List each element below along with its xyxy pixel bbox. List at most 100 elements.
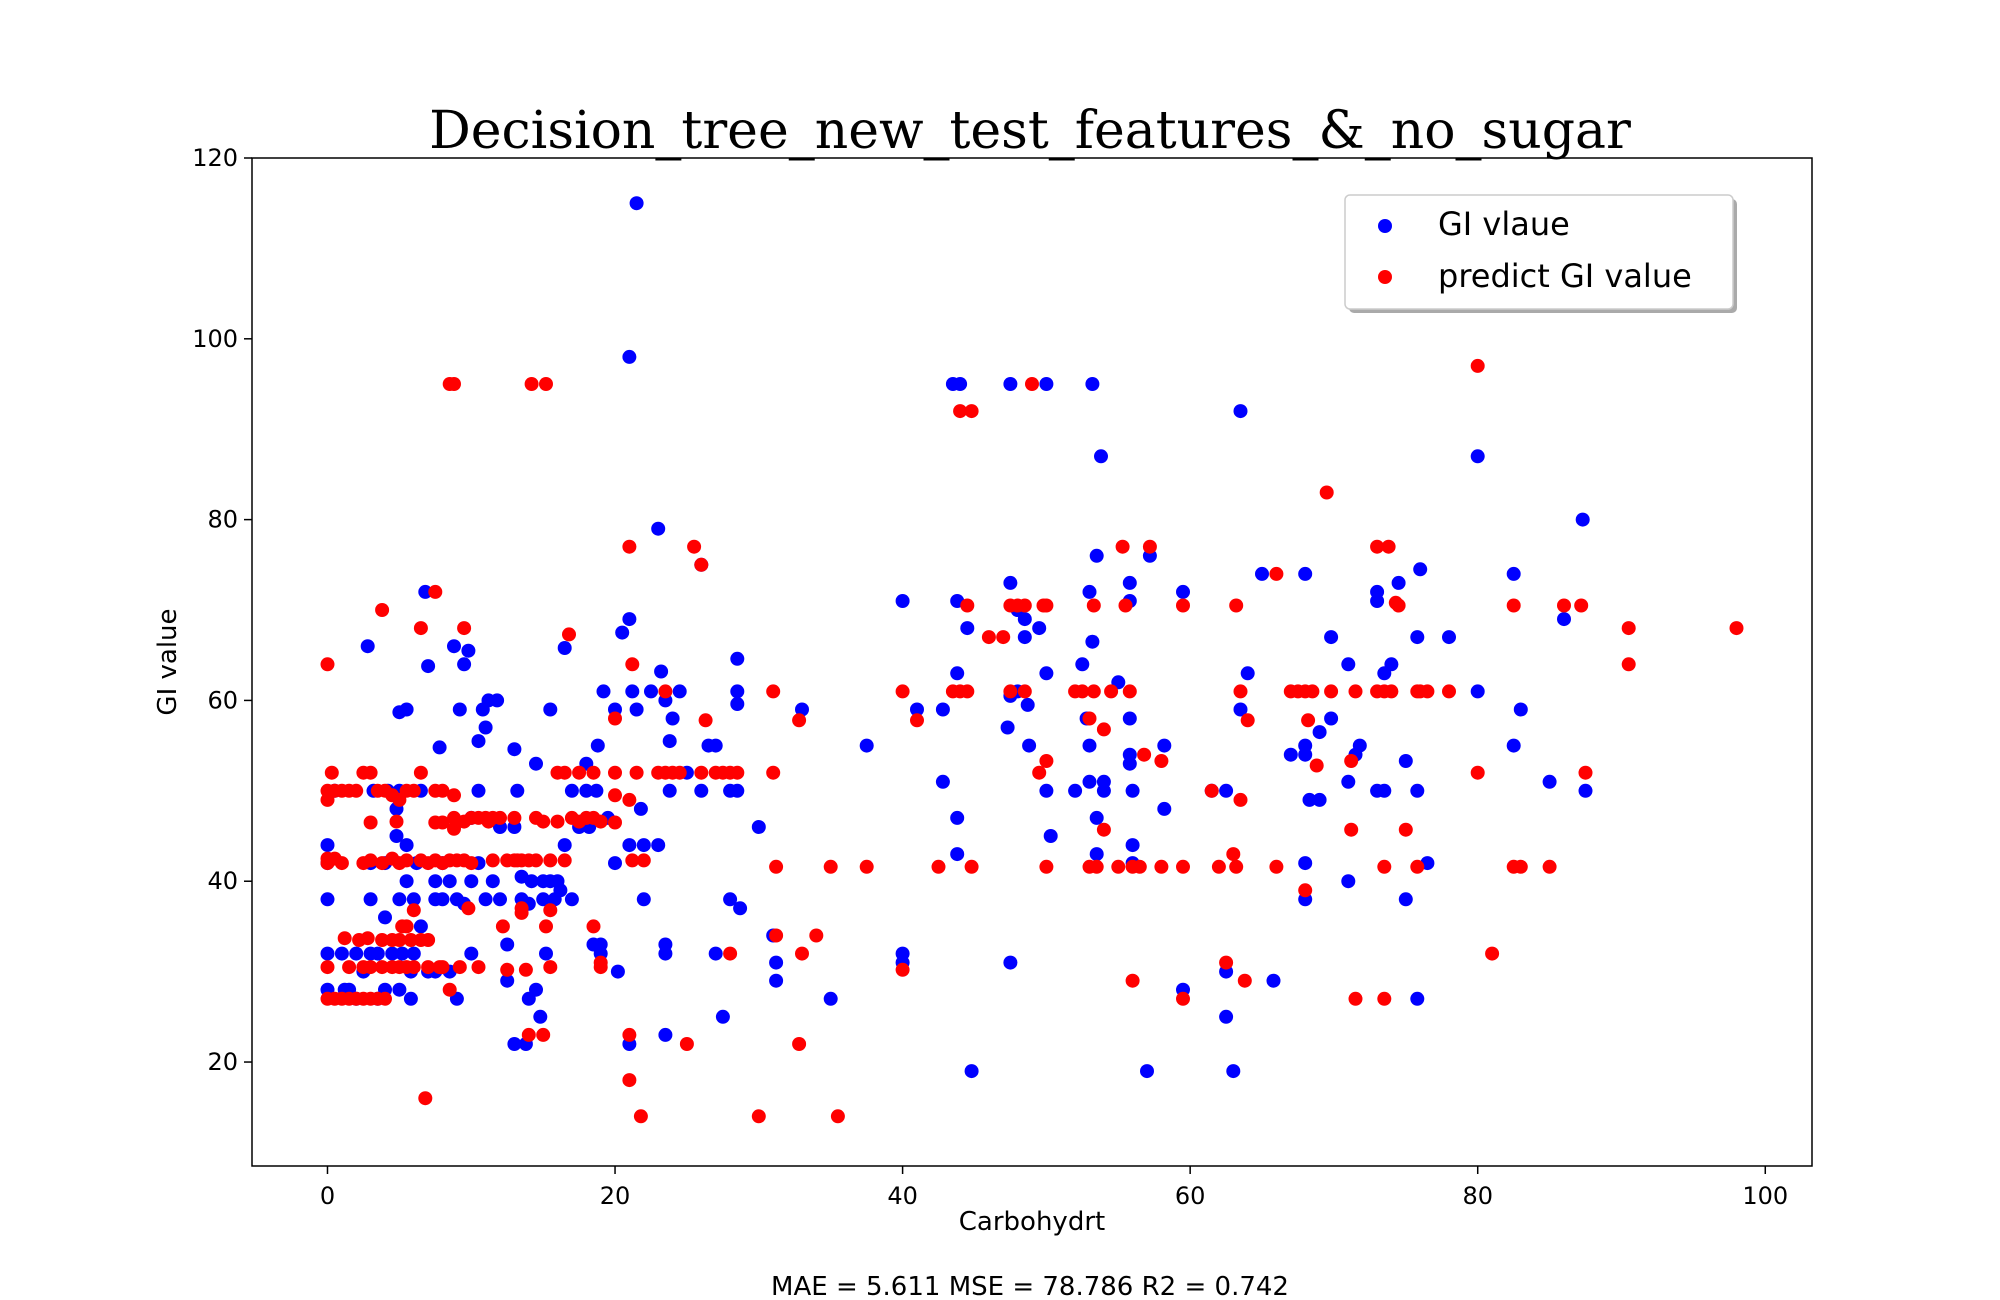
data-point xyxy=(1348,991,1363,1006)
data-point xyxy=(950,847,965,862)
data-point xyxy=(769,859,784,874)
data-point xyxy=(557,838,572,853)
data-point xyxy=(1122,575,1137,590)
data-point xyxy=(895,594,910,608)
data-point xyxy=(413,919,428,934)
data-point xyxy=(1237,973,1252,988)
legend-label-predict-gi-value: predict GI value xyxy=(1438,257,1692,295)
data-point xyxy=(593,814,608,829)
data-point xyxy=(1442,684,1456,699)
data-point xyxy=(625,684,640,699)
data-point xyxy=(1506,566,1521,581)
data-point xyxy=(1022,738,1037,753)
data-point xyxy=(435,960,450,975)
data-point xyxy=(539,919,553,934)
data-point xyxy=(1115,539,1130,554)
data-point xyxy=(672,684,687,699)
data-point xyxy=(435,815,450,830)
data-point xyxy=(421,659,436,674)
data-point xyxy=(1344,822,1359,837)
data-point xyxy=(461,643,476,658)
data-point xyxy=(428,874,443,889)
legend: GI vlaue predict GI value xyxy=(1344,194,1737,313)
data-point xyxy=(1470,358,1485,373)
data-point xyxy=(622,838,637,853)
data-point xyxy=(1542,859,1557,874)
data-point xyxy=(1003,955,1018,970)
data-point xyxy=(478,720,493,735)
data-point xyxy=(413,765,428,780)
data-point xyxy=(730,684,745,699)
data-point xyxy=(629,702,644,717)
data-point xyxy=(593,937,608,952)
data-point xyxy=(658,684,673,699)
data-point xyxy=(1398,822,1413,837)
data-point xyxy=(399,874,414,889)
data-point xyxy=(1398,754,1413,768)
data-point xyxy=(1384,684,1399,699)
data-point xyxy=(622,539,637,554)
data-point xyxy=(392,982,407,997)
metrics-caption: MAE = 5.611 MSE = 78.786 R2 = 0.742 xyxy=(771,1272,1289,1300)
data-point xyxy=(679,1037,694,1051)
data-point xyxy=(447,639,461,654)
data-point xyxy=(1020,697,1035,712)
data-point xyxy=(1621,657,1636,672)
data-point xyxy=(1324,711,1339,726)
data-point xyxy=(392,892,407,907)
data-point xyxy=(608,711,622,726)
data-point xyxy=(490,693,505,708)
data-point xyxy=(730,783,745,798)
data-point xyxy=(622,1073,637,1088)
data-point xyxy=(529,853,543,868)
data-point xyxy=(1017,630,1032,645)
data-point xyxy=(1125,783,1140,798)
x-tick-label: 80 xyxy=(1462,1182,1493,1210)
data-point xyxy=(665,711,680,726)
data-point xyxy=(931,859,946,874)
data-point xyxy=(395,946,410,961)
data-point xyxy=(421,933,436,947)
data-point xyxy=(370,946,385,961)
data-point xyxy=(536,892,551,907)
data-point xyxy=(964,404,979,419)
data-point xyxy=(1219,1009,1234,1024)
data-point xyxy=(1025,377,1039,391)
data-point xyxy=(1302,792,1317,807)
data-point xyxy=(895,684,910,699)
data-point xyxy=(1578,765,1593,780)
data-point xyxy=(418,1091,433,1106)
data-point xyxy=(1075,657,1090,672)
data-point xyxy=(1039,377,1054,391)
data-point xyxy=(1485,946,1500,961)
data-point xyxy=(461,901,476,916)
data-point xyxy=(1352,738,1367,753)
data-point xyxy=(320,657,335,672)
data-point xyxy=(1348,684,1363,699)
data-point xyxy=(464,856,479,871)
data-point xyxy=(500,973,515,988)
data-point xyxy=(1557,612,1571,627)
data-point xyxy=(615,625,630,640)
data-point xyxy=(859,738,874,753)
data-point xyxy=(524,874,539,889)
data-point xyxy=(953,404,968,419)
data-point xyxy=(1211,859,1226,874)
data-point xyxy=(421,960,436,975)
data-point xyxy=(518,962,533,977)
data-point xyxy=(360,931,375,946)
data-point xyxy=(471,783,486,798)
data-point xyxy=(950,666,965,681)
data-point xyxy=(1229,859,1244,874)
data-point xyxy=(1233,702,1248,717)
data-point xyxy=(1017,612,1032,627)
data-point xyxy=(1324,630,1339,645)
data-point xyxy=(524,377,539,391)
data-point xyxy=(529,756,543,771)
data-point xyxy=(1557,598,1571,613)
y-tick-label: 60 xyxy=(207,686,238,714)
data-point xyxy=(471,734,486,749)
data-point xyxy=(792,713,807,728)
data-point xyxy=(1269,859,1284,874)
y-tick-label: 80 xyxy=(207,506,238,534)
